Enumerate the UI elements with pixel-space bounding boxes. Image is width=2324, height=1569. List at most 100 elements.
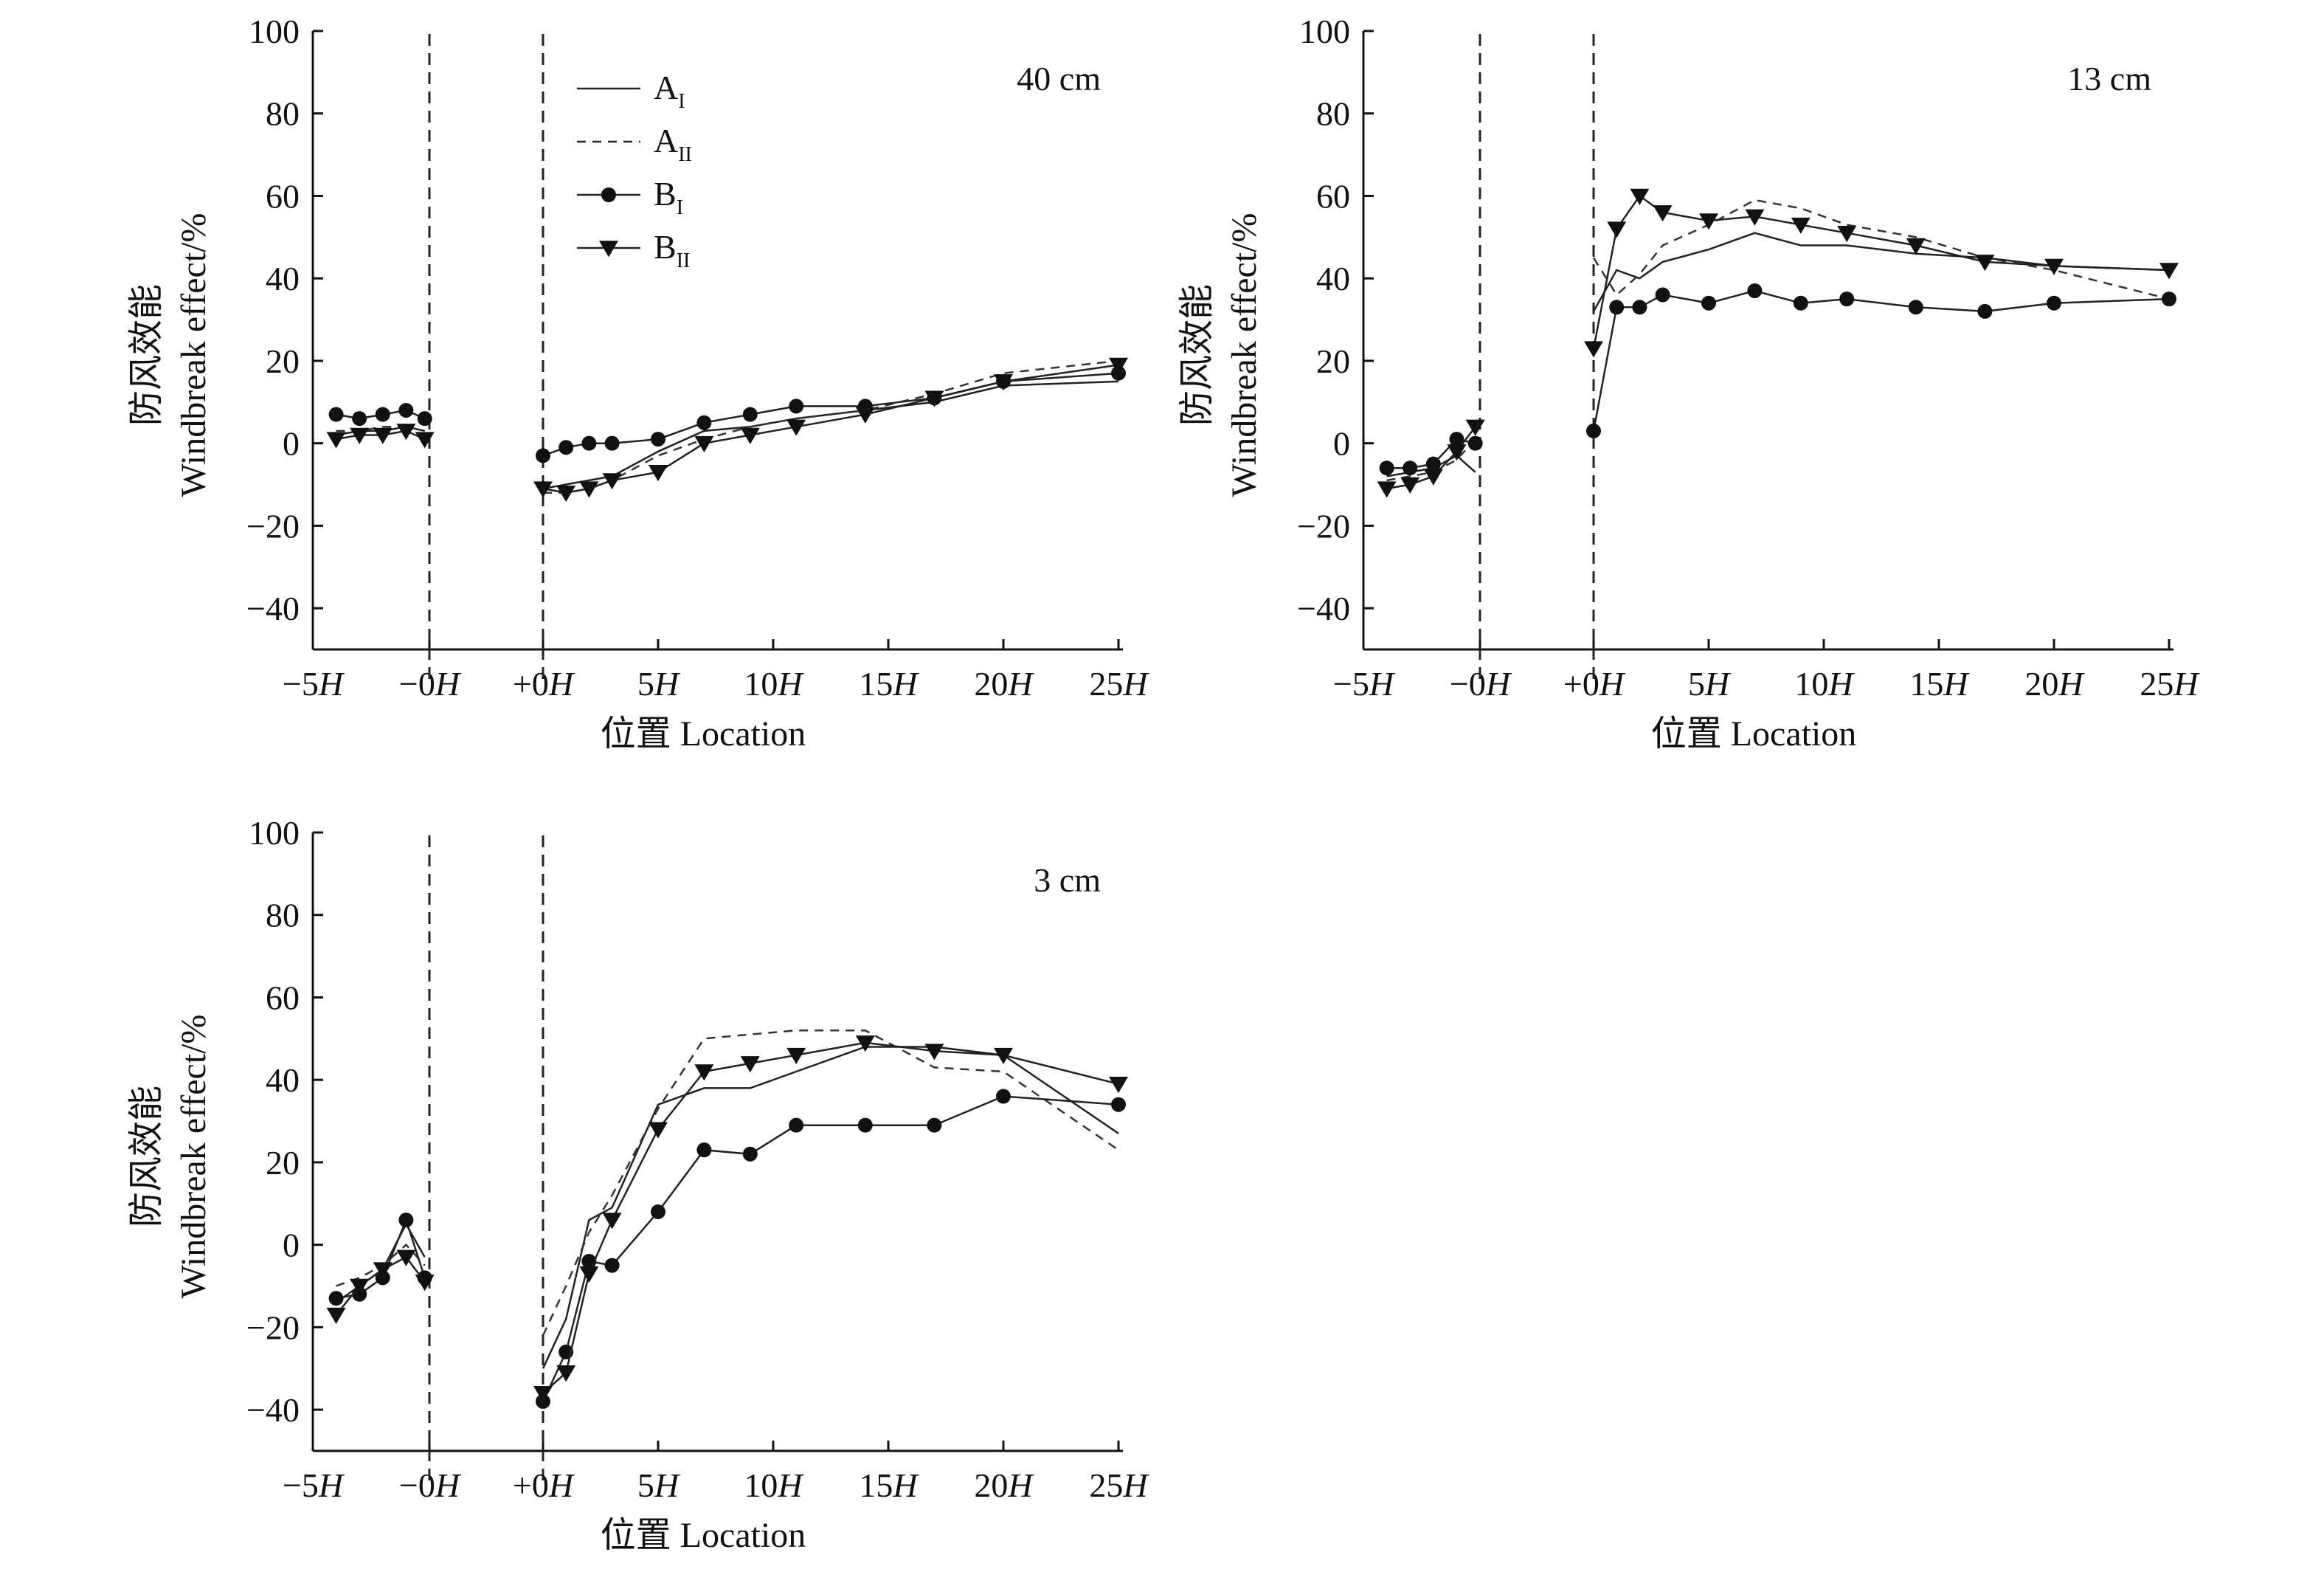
series-AI [336, 380, 1119, 490]
data-point-BI [789, 1117, 804, 1133]
x-tick-label: −5H [283, 1466, 345, 1504]
data-point-BII [994, 1047, 1013, 1065]
data-point-BII [556, 485, 576, 503]
data-point-BII [649, 465, 668, 482]
y-tick-label: −40 [246, 590, 300, 627]
y-tick-label: 80 [266, 897, 300, 934]
data-point-BI [857, 1117, 873, 1133]
y-tick-label: 100 [249, 13, 300, 50]
y-tick-label: 60 [1316, 177, 1350, 215]
y-tick-label: 80 [1316, 95, 1350, 133]
data-point-BII [855, 407, 875, 424]
legend-label: BII [654, 228, 690, 272]
x-tick-label: +0H [513, 1466, 575, 1504]
y-axis-title-cn: 防风效能 [127, 1086, 166, 1227]
y-tick-label: 0 [283, 1227, 300, 1264]
data-point-BII [694, 1064, 714, 1081]
data-point-BII [1400, 477, 1420, 494]
series-line-AI-leeward [542, 380, 1119, 490]
data-point-BI [2162, 292, 2176, 307]
y-tick-label: 40 [266, 260, 300, 297]
y-tick-label: −40 [1297, 590, 1350, 627]
data-point-BI [696, 415, 712, 430]
legend-label: AII [654, 122, 692, 166]
data-point-BII [415, 1275, 435, 1292]
data-point-BI [1609, 300, 1625, 315]
data-point-BII [786, 1047, 806, 1065]
y-tick-label: 80 [266, 95, 300, 133]
data-point-BII [1653, 205, 1673, 222]
data-point-BII [740, 427, 760, 444]
data-point-BII [994, 374, 1013, 391]
data-point-BI [352, 411, 367, 427]
data-point-BII [579, 1266, 599, 1283]
data-point-BII [326, 1307, 346, 1324]
y-axis-title-cn: 防风效能 [1177, 284, 1217, 426]
data-point-BI [1701, 295, 1716, 311]
data-point-BII [1109, 1077, 1128, 1094]
data-point-BI [417, 411, 432, 427]
data-point-BII [649, 1122, 668, 1139]
data-point-BII [415, 432, 435, 449]
y-tick-label: −40 [246, 1391, 300, 1429]
series-line-AII-leeward [1592, 199, 2170, 300]
data-point-BII [373, 1262, 392, 1279]
data-point-BI [742, 1146, 758, 1162]
data-point-BII [396, 424, 416, 441]
data-point-BII [1465, 419, 1485, 436]
series-AII [336, 1029, 1119, 1337]
data-point-BII [786, 419, 806, 436]
data-point-BII [350, 427, 370, 444]
data-point-BI [604, 435, 620, 451]
x-axis-title: 位置 Location [601, 714, 806, 754]
x-axis-title: 位置 Location [1651, 714, 1857, 754]
data-point-BII [1109, 357, 1128, 374]
y-tick-label: 20 [266, 342, 300, 380]
y-tick-label: −20 [246, 507, 300, 545]
series-BII [326, 357, 1128, 503]
data-point-BI [536, 448, 550, 463]
y-axis-title-en: Windbreak effect/% [1225, 213, 1264, 497]
data-point-BII [1423, 469, 1443, 486]
data-point-BII [556, 1365, 576, 1382]
y-tick-label: 100 [1299, 13, 1350, 50]
panel-title: 3 cm [1034, 861, 1101, 899]
x-tick-label: 5H [1688, 665, 1732, 703]
data-point-BI [696, 1142, 712, 1158]
data-point-BII [1584, 341, 1603, 358]
legend-entry-AI: AI [577, 69, 685, 113]
y-tick-label: 40 [1316, 260, 1350, 297]
data-point-BII [326, 432, 346, 449]
series-BI [328, 1089, 1126, 1409]
legend-label: BI [654, 175, 683, 219]
series-line-BII-leeward [1592, 194, 2170, 349]
data-point-BII [740, 1056, 760, 1073]
y-tick-label: 20 [1316, 342, 1350, 380]
series-line-BI-leeward [1592, 289, 2170, 432]
y-tick-label: 0 [1333, 425, 1350, 463]
data-point-BI [996, 1089, 1011, 1104]
data-point-BI [1839, 292, 1855, 307]
series-AII [1386, 199, 2170, 482]
y-tick-label: −20 [246, 1308, 300, 1346]
panel-title: 40 cm [1017, 60, 1101, 97]
data-point-BI [1467, 435, 1483, 451]
series-line-BII-leeward [542, 1041, 1119, 1394]
x-tick-label: 25H [2140, 665, 2200, 703]
data-point-BII [1906, 238, 1926, 255]
x-tick-label: 20H [974, 665, 1034, 703]
data-point-BI [651, 432, 665, 447]
legend-label: AI [654, 69, 685, 113]
x-axis-title: 位置 Location [601, 1516, 806, 1555]
data-point-BI [328, 407, 344, 422]
data-point-BI [604, 1258, 620, 1273]
data-point-BI [375, 407, 390, 422]
data-point-BII [396, 1249, 416, 1266]
data-point-BII [1630, 188, 1650, 205]
data-point-BII [533, 481, 553, 498]
data-point-BII [1837, 225, 1857, 243]
data-point-BII [1745, 209, 1765, 226]
